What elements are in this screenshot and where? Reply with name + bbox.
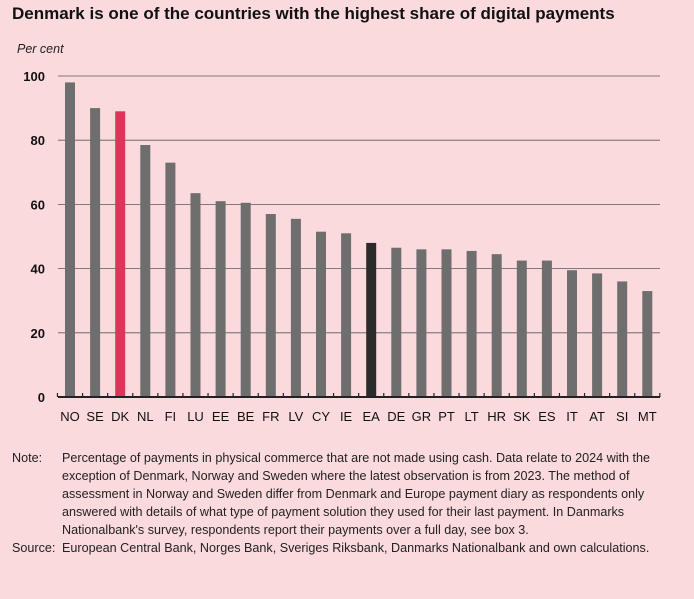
x-tick-label: AT <box>589 409 605 424</box>
bar-ea <box>366 242 377 397</box>
chart-title: Denmark is one of the countries with the… <box>12 4 615 23</box>
bar-at <box>592 273 603 397</box>
x-tick-label: EA <box>363 409 381 424</box>
bar-chart: 0 20 40 60 80 100 NO SE DK NL FI LU EE BE FR LV CY IE EA D… <box>23 69 661 424</box>
bar-lv <box>290 218 301 397</box>
x-tick-label: FR <box>262 409 279 424</box>
x-tick-label: PT <box>438 409 455 424</box>
x-tick-label: IE <box>340 409 353 424</box>
x-tick-label: FI <box>165 409 177 424</box>
x-tick-label: SE <box>86 409 104 424</box>
bar-it <box>567 270 577 397</box>
y-tick-label: 100 <box>23 69 45 84</box>
bar-de <box>391 247 402 397</box>
bar-nl <box>140 145 151 397</box>
x-tick-label: GR <box>412 409 432 424</box>
x-tick-label: DK <box>111 409 129 424</box>
y-tick-label: 80 <box>31 133 45 148</box>
bar-es <box>541 260 552 397</box>
x-tick-label: CY <box>312 409 330 424</box>
x-tick-label: DE <box>387 409 405 424</box>
y-tick-label: 0 <box>38 390 45 405</box>
x-axis-labels: NO SE DK NL FI LU EE BE FR LV CY IE EA DE GR PT LT HR SK ES… <box>60 409 656 424</box>
x-tick-label: BE <box>237 409 255 424</box>
y-axis-unit-label: Per cent <box>17 42 64 56</box>
x-tick-label: SI <box>616 409 628 424</box>
x-tick-label: ES <box>538 409 556 424</box>
bars <box>65 82 653 398</box>
x-tick-label: NL <box>137 409 154 424</box>
x-axis <box>56 393 661 398</box>
notes-block: Note: Percentage of payments in physical… <box>12 449 684 557</box>
bar-fi <box>165 162 176 397</box>
source-label: Source: <box>12 541 56 555</box>
y-tick-label: 40 <box>31 262 45 277</box>
y-tick-label: 60 <box>31 197 45 212</box>
bar-lt <box>466 250 477 397</box>
x-tick-label: SK <box>513 409 531 424</box>
bar-sk <box>516 260 527 397</box>
bar-be <box>240 202 251 397</box>
note-row: Note: Percentage of payments in physical… <box>12 449 684 539</box>
bar-ie <box>341 233 352 397</box>
bar-mt <box>642 291 653 397</box>
bar-hr <box>491 254 502 397</box>
bar-cy <box>316 231 326 397</box>
bar-si <box>617 281 628 397</box>
x-tick-label: HR <box>487 409 506 424</box>
x-tick-label: LV <box>288 409 303 424</box>
bar-se <box>90 108 101 397</box>
x-tick-label: LT <box>464 409 478 424</box>
x-tick-label: LU <box>187 409 204 424</box>
source-row: Source: European Central Bank, Norges Ba… <box>12 539 684 557</box>
bar-no <box>65 82 75 398</box>
note-text: Percentage of payments in physical comme… <box>62 451 651 537</box>
x-tick-label: NO <box>60 409 80 424</box>
bar-dk <box>115 111 126 397</box>
bar-pt <box>441 249 452 397</box>
x-tick-label: MT <box>638 409 657 424</box>
source-text: European Central Bank, Norges Bank, Sver… <box>62 541 650 555</box>
y-axis-ticks: 0 20 40 60 80 100 <box>23 69 45 405</box>
gridlines <box>58 75 660 334</box>
note-label: Note: <box>12 451 43 465</box>
x-tick-label: EE <box>212 409 230 424</box>
bar-lu <box>190 193 201 397</box>
x-tick-label: IT <box>566 409 578 424</box>
bar-fr <box>265 214 276 397</box>
y-tick-label: 20 <box>31 326 45 341</box>
bar-gr <box>416 249 427 397</box>
bar-ee <box>215 201 226 397</box>
